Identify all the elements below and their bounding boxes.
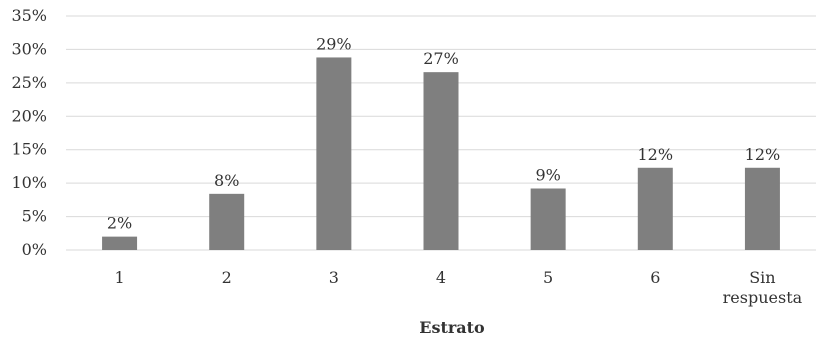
data-label: 29% (316, 34, 352, 53)
data-label: 12% (745, 145, 781, 164)
x-tick-label: 1 (114, 268, 124, 287)
x-axis-category-labels: 1 2 3 4 5 6 Sin respuesta (114, 268, 802, 307)
y-tick-label: 15% (11, 140, 47, 159)
y-tick-label: 10% (11, 173, 47, 192)
bar (209, 193, 245, 250)
bar (637, 167, 673, 250)
data-label: 8% (214, 171, 239, 190)
y-tick-label: 5% (22, 207, 47, 226)
data-label: 27% (423, 49, 459, 68)
y-tick-label: 35% (11, 6, 47, 25)
bar (530, 188, 566, 250)
data-labels: 2% 8% 29% 27% 9% 12% 12% (107, 34, 780, 232)
x-tick-label: 3 (329, 268, 339, 287)
data-label: 2% (107, 214, 132, 233)
bar (102, 236, 138, 250)
x-tick-label: 2 (222, 268, 232, 287)
x-tick-label: Sin respuesta (723, 268, 803, 307)
data-label: 9% (535, 165, 560, 184)
x-tick-label: 4 (436, 268, 446, 287)
y-tick-label: 0% (22, 240, 47, 259)
bar (316, 57, 352, 250)
y-tick-label: 25% (11, 73, 47, 92)
x-tick-label: 5 (543, 268, 553, 287)
y-tick-label: 20% (11, 106, 47, 125)
y-tick-label: 30% (11, 39, 47, 58)
bars (102, 57, 780, 250)
data-label: 12% (638, 145, 674, 164)
bar (744, 167, 780, 250)
x-axis-title: Estrato (419, 318, 485, 337)
bar (423, 72, 459, 250)
x-tick-label: 6 (650, 268, 660, 287)
y-axis-tick-labels: 0% 5% 10% 15% 20% 25% 30% 35% (11, 6, 47, 259)
